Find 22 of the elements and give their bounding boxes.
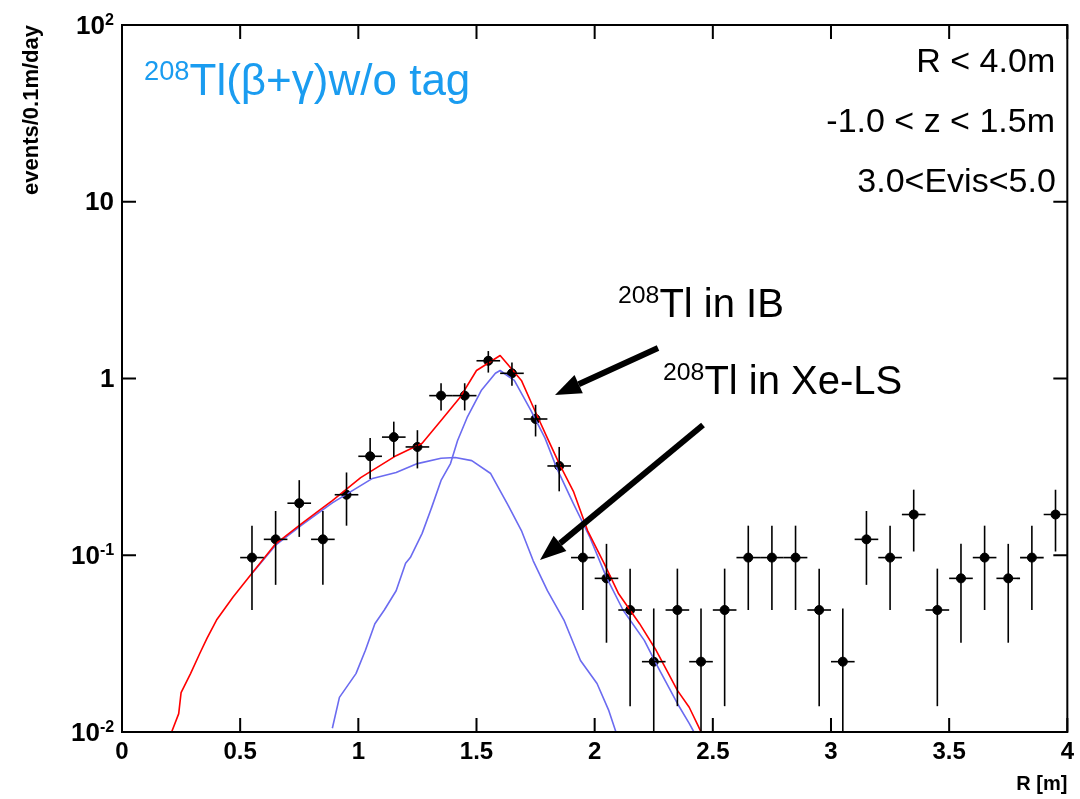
- annotation: $^{208}$Tl in Xe-LS: [663, 358, 903, 403]
- x-axis-title: R [m]: [1016, 772, 1068, 795]
- x-tick-label: 0: [115, 737, 129, 765]
- y-tick-label: 10$^{2}$: [76, 9, 114, 41]
- y-axis-title: events/0.1m/day: [18, 25, 44, 195]
- x-tick-label: 1: [351, 737, 366, 765]
- annotation: -1.0 < z < 1.5m: [826, 101, 1055, 140]
- text: $^{208}$Tl(β+γ)w/o tag: [144, 55, 471, 105]
- x-tick-label: 0.5: [223, 737, 257, 765]
- y-tick-label: 10$^{-1}$: [71, 539, 115, 571]
- annotation: R < 4.0m: [916, 41, 1056, 80]
- annotation: 3.0<Evis<5.0: [857, 161, 1056, 200]
- x-tick-label: 3.5: [932, 737, 966, 765]
- x-tick-label: 2.5: [696, 737, 730, 765]
- x-tick-label: 2: [587, 737, 602, 765]
- y-tick-label: 10: [85, 186, 114, 218]
- annotation: $^{208}$Tl in IB: [618, 281, 784, 326]
- y-tick-label: 10$^{-2}$: [71, 716, 115, 748]
- x-tick-label: 4: [1060, 737, 1075, 765]
- x-tick-label: 1.5: [459, 737, 494, 765]
- x-tick-label: 3: [824, 737, 838, 765]
- y-tick-label: 1: [100, 363, 115, 394]
